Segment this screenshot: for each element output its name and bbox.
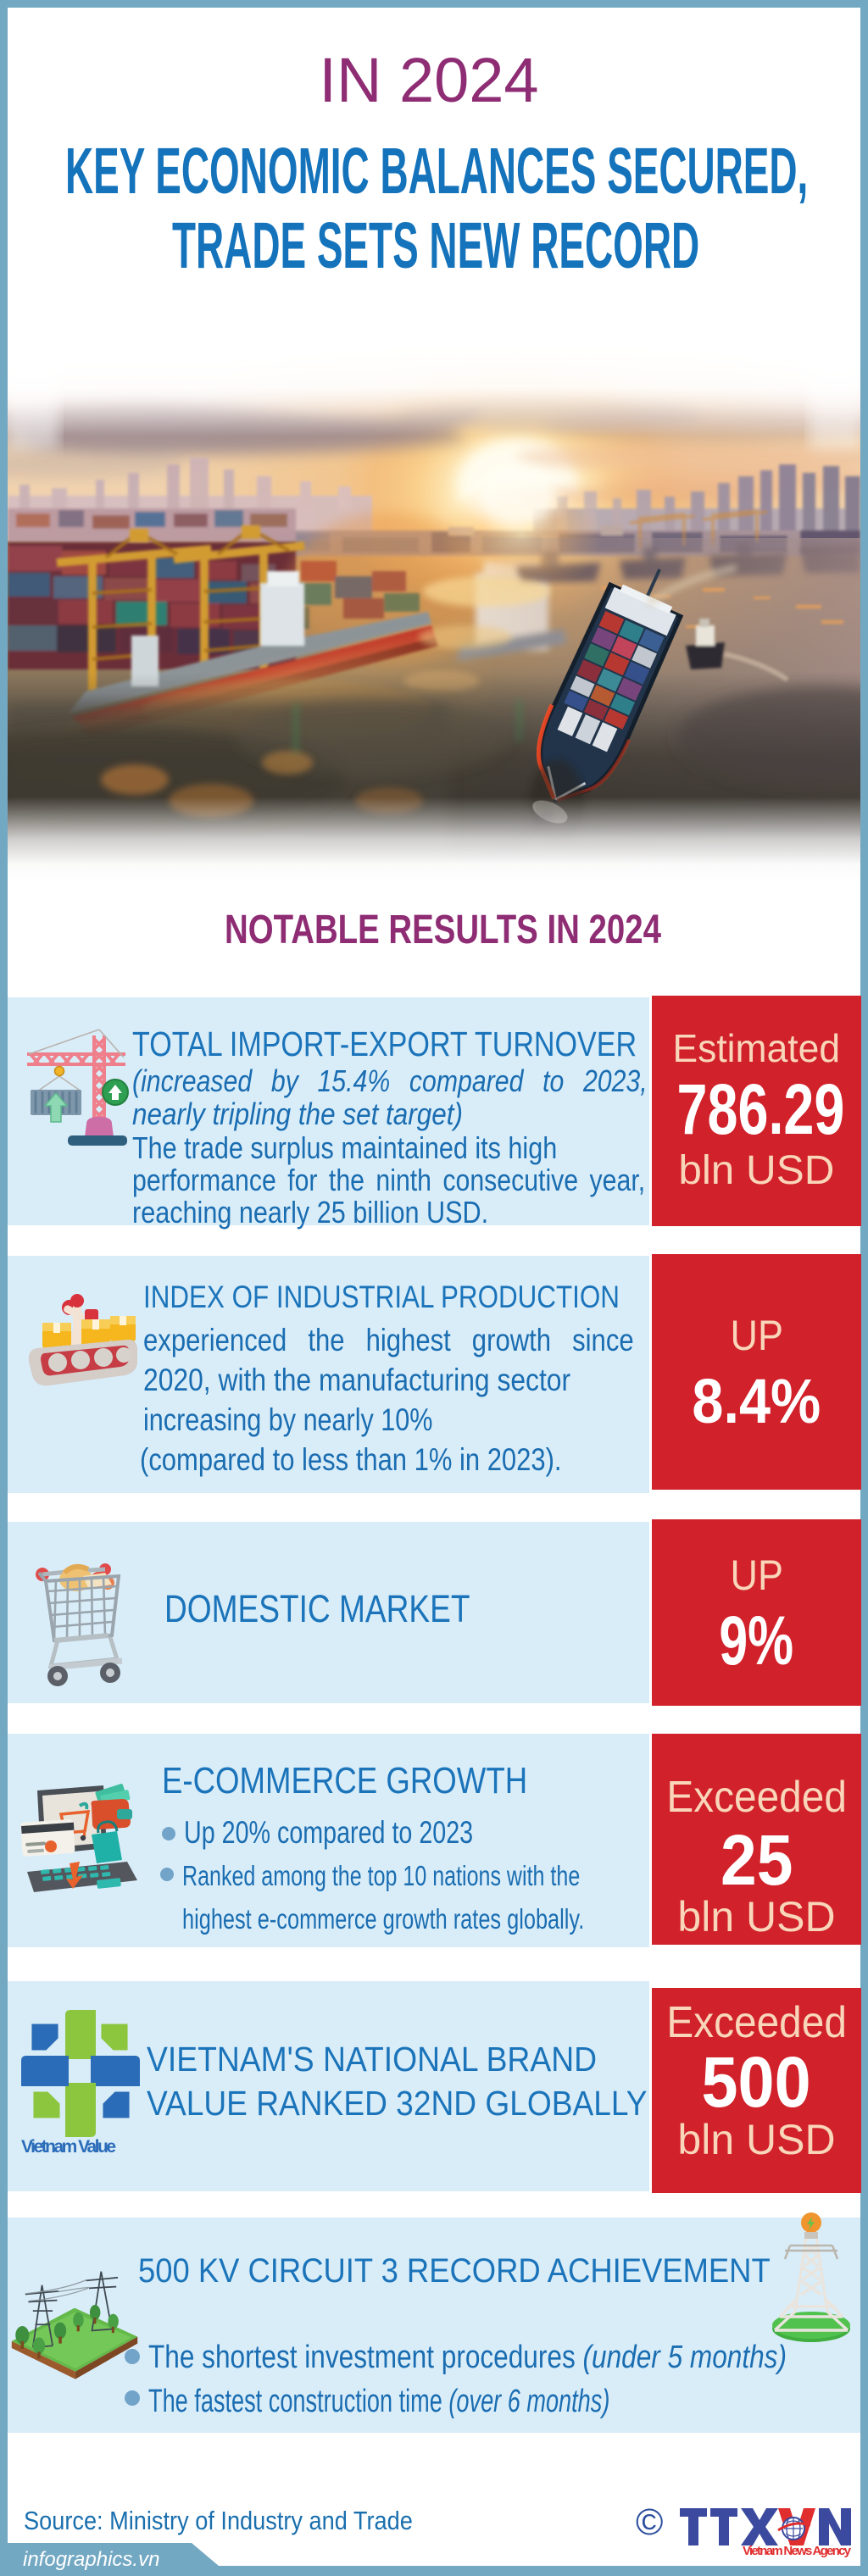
svg-text:Vietnam Value: Vietnam Value — [21, 2137, 116, 2156]
svg-text:Vietnam News Agency: Vietnam News Agency — [743, 2544, 852, 2557]
